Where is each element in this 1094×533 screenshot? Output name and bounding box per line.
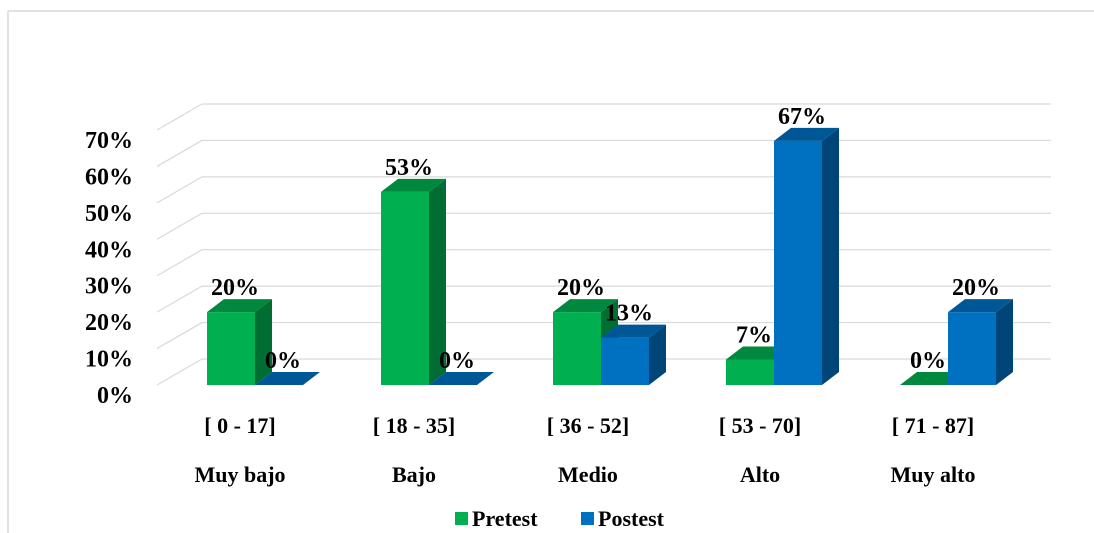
legend-swatch-postest xyxy=(581,512,594,525)
x-category-level: Bajo xyxy=(392,462,436,487)
bar-front-face xyxy=(207,312,255,385)
data-label-postest: 0% xyxy=(439,348,475,374)
bar-top-face xyxy=(207,299,272,313)
bar-side-face xyxy=(255,299,272,385)
legend-label-postest: Postest xyxy=(598,506,665,531)
x-category-level: Muy alto xyxy=(891,462,976,487)
x-category-range: [ 71 - 87] xyxy=(892,413,974,438)
x-category-level: Medio xyxy=(558,462,618,487)
bar-top-face xyxy=(381,178,446,192)
bar-front-face xyxy=(726,359,774,385)
bar-top-face xyxy=(429,372,494,385)
bar-top-face xyxy=(774,127,839,141)
x-category-level: Alto xyxy=(740,462,780,487)
bar-top-face xyxy=(601,324,666,338)
data-label-postest: 67% xyxy=(778,104,826,130)
bars xyxy=(207,127,1013,385)
gridline-side xyxy=(156,139,203,167)
y-tick-label: 70% xyxy=(85,128,133,154)
legend-label-pretest: Pretest xyxy=(472,506,538,531)
gridlines xyxy=(156,103,1051,386)
bar-top-face xyxy=(553,299,618,313)
y-tick-label: 50% xyxy=(85,201,133,227)
legend-swatch-pretest xyxy=(455,512,468,525)
bar-postest-2 xyxy=(429,372,494,385)
y-tick-label: 20% xyxy=(85,310,133,336)
y-tick-label: 10% xyxy=(85,347,133,373)
gridline-side xyxy=(156,285,203,313)
bar-top-face xyxy=(255,372,320,385)
gridline-side xyxy=(156,358,203,386)
x-category-range: [ 53 - 70] xyxy=(719,413,801,438)
data-label-pretest: 7% xyxy=(736,322,772,348)
bar-side-face xyxy=(996,299,1013,385)
data-label-pretest: 0% xyxy=(910,348,946,374)
gridline-side xyxy=(156,249,203,277)
gridline-side xyxy=(156,212,203,240)
bar-front-face xyxy=(553,312,601,385)
data-label-pretest: 20% xyxy=(557,275,605,301)
gridline-side xyxy=(156,322,203,350)
y-tick-label: 0% xyxy=(97,383,133,409)
data-label-postest: 13% xyxy=(605,301,653,327)
gridline-side xyxy=(156,176,203,204)
x-category-level: Muy bajo xyxy=(194,462,285,487)
x-category-range: [ 0 - 17] xyxy=(204,413,275,438)
x-axis-categories: [ 0 - 17] Muy bajo [ 18 - 35] Bajo [ 36 - 52… xyxy=(194,413,975,487)
x-category-range: [ 36 - 52] xyxy=(547,413,629,438)
data-label-pretest: 53% xyxy=(385,155,433,181)
bar-side-face xyxy=(429,178,446,385)
data-label-postest: 20% xyxy=(952,275,1000,301)
data-labels: 20%0%53%0%20%13%7%67%0%20% xyxy=(211,104,1000,374)
bar-front-face xyxy=(948,312,996,385)
y-axis-ticks: 0% 10% 20% 30% 40% 50% 60% 70% xyxy=(85,128,133,409)
bar-side-face xyxy=(822,127,839,385)
bar-postest-3 xyxy=(601,324,666,385)
data-label-pretest: 20% xyxy=(211,275,259,301)
bar-pretest-2 xyxy=(381,178,446,385)
y-tick-label: 60% xyxy=(85,164,133,190)
y-tick-label: 40% xyxy=(85,237,133,263)
x-category-range: [ 18 - 35] xyxy=(373,413,455,438)
bar-pretest-1 xyxy=(207,299,272,385)
bar-postest-4 xyxy=(774,127,839,385)
bar-front-face xyxy=(774,140,822,385)
bar-front-face xyxy=(601,337,649,385)
gridline-side xyxy=(156,103,203,131)
bar-postest-1 xyxy=(255,372,320,385)
legend: Pretest Postest xyxy=(455,506,665,531)
data-label-postest: 0% xyxy=(265,348,301,374)
bar-front-face xyxy=(381,191,429,385)
y-tick-label: 30% xyxy=(85,274,133,300)
bar-side-face xyxy=(649,324,666,385)
bar-top-face xyxy=(948,299,1013,313)
bar-postest-5 xyxy=(948,299,1013,385)
